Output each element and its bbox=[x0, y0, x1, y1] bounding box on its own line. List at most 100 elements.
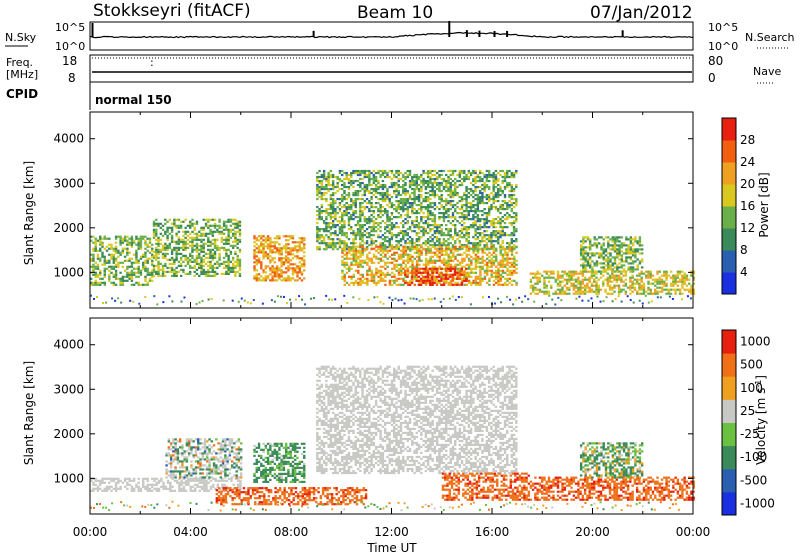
power-echo-cell bbox=[450, 208, 452, 210]
power-echo-cell bbox=[97, 254, 99, 256]
power-echo-cell bbox=[461, 284, 463, 286]
power-echo-cell bbox=[468, 206, 470, 208]
power-echo-cell bbox=[450, 230, 452, 232]
power-echo-cell bbox=[605, 260, 607, 262]
power-echo-cell bbox=[546, 285, 548, 287]
power-echo-cell bbox=[379, 186, 381, 188]
power-echo-cell bbox=[157, 245, 159, 247]
power-echo-cell bbox=[677, 281, 679, 283]
power-echo-cell bbox=[438, 246, 440, 248]
power-echo-cell bbox=[166, 229, 168, 231]
power-echo-cell bbox=[486, 214, 488, 216]
power-echo-cell bbox=[97, 258, 99, 260]
power-echo-cell bbox=[334, 212, 336, 214]
power-echo-cell bbox=[596, 260, 598, 262]
power-echo-cell bbox=[142, 236, 144, 238]
power-echo-cell bbox=[207, 221, 209, 223]
power-echo-cell bbox=[602, 283, 604, 285]
sky-left-tick-top: 10^5 bbox=[55, 21, 85, 34]
power-echo-cell bbox=[348, 252, 350, 254]
power-echo-cell bbox=[271, 271, 273, 273]
power-echo-cell bbox=[459, 264, 461, 266]
power-echo-cell bbox=[359, 198, 361, 200]
power-echo-cell bbox=[196, 239, 198, 241]
power-echo-cell bbox=[456, 206, 458, 208]
power-echo-cell bbox=[566, 273, 568, 275]
power-echo-cell bbox=[623, 244, 625, 246]
power-echo-cell bbox=[140, 238, 142, 240]
power-echo-cell bbox=[301, 263, 303, 265]
power-echo-cell bbox=[162, 247, 164, 249]
power-echo-cell bbox=[391, 226, 393, 228]
power-echo-cell bbox=[373, 228, 375, 230]
power-echo-cell bbox=[218, 255, 220, 257]
power-echo-cell bbox=[427, 218, 429, 220]
power-echo-cell bbox=[194, 223, 196, 225]
power-echo-cell bbox=[128, 258, 130, 260]
power-echo-cell bbox=[276, 235, 278, 237]
power-echo-cell bbox=[353, 276, 355, 278]
power-echo-cell bbox=[350, 250, 352, 252]
power-echo-cell bbox=[586, 291, 588, 293]
power-echo-cell bbox=[431, 190, 433, 192]
power-echo-cell bbox=[346, 210, 348, 212]
power-echo-cell bbox=[431, 228, 433, 230]
power-echo-cell bbox=[339, 198, 341, 200]
power-echo-cell bbox=[504, 226, 506, 228]
power-echo-cell bbox=[502, 200, 504, 202]
power-echo-cell bbox=[486, 254, 488, 256]
power-echo-cell bbox=[339, 202, 341, 204]
power-echo-cell bbox=[343, 186, 345, 188]
power-echo-cell bbox=[443, 188, 445, 190]
power-echo-cell bbox=[316, 194, 318, 196]
power-echo-cell bbox=[361, 232, 363, 234]
power-echo-cell bbox=[359, 190, 361, 192]
power-echo-cell bbox=[427, 216, 429, 218]
power-echo-cell bbox=[232, 223, 234, 225]
power-echo-cell bbox=[499, 222, 501, 224]
power-echo-cell bbox=[382, 278, 384, 280]
power-echo-cell bbox=[643, 289, 645, 291]
power-echo-cell bbox=[497, 278, 499, 280]
power-echo-cell bbox=[321, 176, 323, 178]
power-echo-cell bbox=[459, 234, 461, 236]
power-echo-cell bbox=[115, 236, 117, 238]
power-echo-cell bbox=[191, 255, 193, 257]
power-echo-cell bbox=[346, 268, 348, 270]
power-echo-cell bbox=[346, 172, 348, 174]
power-echo-cell bbox=[334, 214, 336, 216]
power-echo-cell bbox=[561, 275, 563, 277]
power-echo-cell bbox=[502, 208, 504, 210]
power-echo-cell bbox=[632, 266, 634, 268]
power-echo-cell bbox=[477, 176, 479, 178]
power-echo-cell bbox=[214, 267, 216, 269]
power-echo-cell bbox=[359, 220, 361, 222]
power-echo-cell bbox=[393, 280, 395, 282]
power-echo-cell bbox=[643, 287, 645, 289]
power-echo-cell bbox=[384, 268, 386, 270]
power-echo-cell bbox=[672, 279, 674, 281]
power-echo-cell bbox=[200, 245, 202, 247]
power-echo-cell bbox=[600, 244, 602, 246]
power-echo-cell bbox=[253, 261, 255, 263]
power-echo-cell bbox=[327, 178, 329, 180]
power-echo-cell bbox=[511, 194, 513, 196]
power-echo-cell bbox=[411, 264, 413, 266]
power-echo-cell bbox=[269, 261, 271, 263]
power-echo-cell bbox=[452, 266, 454, 268]
power-echo-cell bbox=[477, 226, 479, 228]
power-echo-cell bbox=[227, 241, 229, 243]
power-echo-cell bbox=[316, 232, 318, 234]
power-echo-cell bbox=[470, 242, 472, 244]
power-echo-cell bbox=[214, 245, 216, 247]
power-echo-cell bbox=[543, 291, 545, 293]
power-echo-cell bbox=[344, 254, 346, 256]
power-echo-cell bbox=[636, 240, 638, 242]
power-echo-cell bbox=[303, 247, 305, 249]
power-echo-cell bbox=[191, 245, 193, 247]
power-echo-cell bbox=[483, 218, 485, 220]
power-echo-cell bbox=[454, 216, 456, 218]
power-echo-cell bbox=[418, 268, 420, 270]
power-echo-cell bbox=[579, 283, 581, 285]
power-echo-cell bbox=[481, 238, 483, 240]
